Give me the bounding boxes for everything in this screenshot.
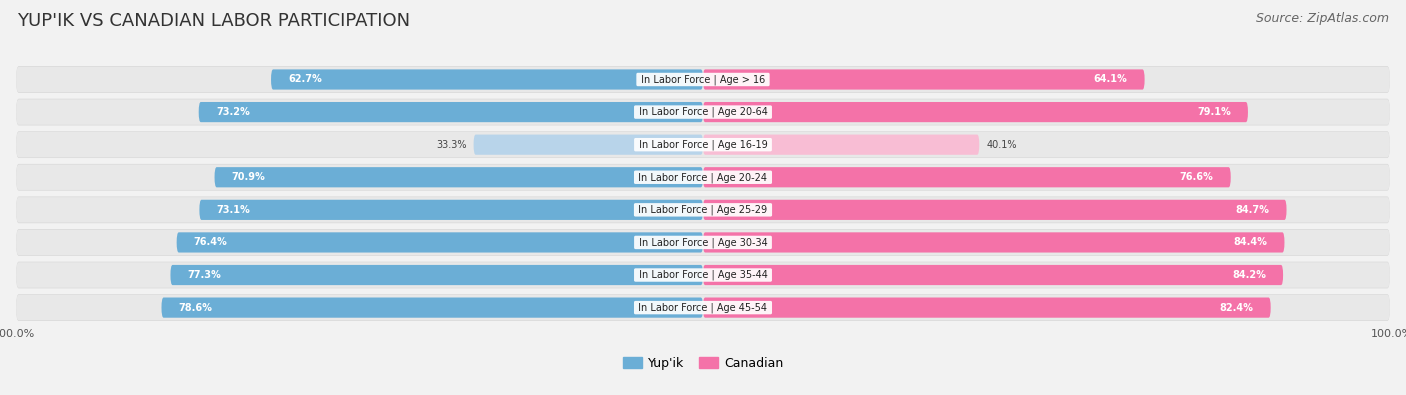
Text: 76.6%: 76.6% [1180, 172, 1213, 182]
FancyBboxPatch shape [198, 102, 703, 122]
Text: 78.6%: 78.6% [179, 303, 212, 312]
FancyBboxPatch shape [15, 294, 1391, 321]
FancyBboxPatch shape [271, 70, 703, 90]
FancyBboxPatch shape [162, 297, 703, 318]
FancyBboxPatch shape [703, 232, 1285, 252]
FancyBboxPatch shape [15, 197, 1391, 222]
FancyBboxPatch shape [15, 230, 1391, 255]
FancyBboxPatch shape [15, 196, 1391, 223]
FancyBboxPatch shape [177, 232, 703, 252]
Text: In Labor Force | Age 20-24: In Labor Force | Age 20-24 [636, 172, 770, 182]
FancyBboxPatch shape [703, 167, 1230, 187]
Text: 82.4%: 82.4% [1219, 303, 1254, 312]
FancyBboxPatch shape [15, 66, 1391, 93]
Text: 64.1%: 64.1% [1094, 75, 1128, 85]
Text: 84.7%: 84.7% [1236, 205, 1270, 215]
FancyBboxPatch shape [15, 262, 1391, 288]
FancyBboxPatch shape [15, 99, 1391, 126]
FancyBboxPatch shape [200, 200, 703, 220]
FancyBboxPatch shape [703, 200, 1286, 220]
FancyBboxPatch shape [15, 229, 1391, 256]
FancyBboxPatch shape [15, 131, 1391, 158]
FancyBboxPatch shape [15, 164, 1391, 191]
Text: Source: ZipAtlas.com: Source: ZipAtlas.com [1256, 12, 1389, 25]
Text: 79.1%: 79.1% [1197, 107, 1230, 117]
FancyBboxPatch shape [703, 70, 1144, 90]
Text: 84.2%: 84.2% [1232, 270, 1265, 280]
Text: 73.2%: 73.2% [217, 107, 250, 117]
FancyBboxPatch shape [15, 67, 1391, 92]
FancyBboxPatch shape [15, 100, 1391, 125]
Text: In Labor Force | Age 35-44: In Labor Force | Age 35-44 [636, 270, 770, 280]
FancyBboxPatch shape [15, 295, 1391, 320]
FancyBboxPatch shape [215, 167, 703, 187]
FancyBboxPatch shape [703, 265, 1284, 285]
Legend: Yup'ik, Canadian: Yup'ik, Canadian [617, 352, 789, 375]
Text: 77.3%: 77.3% [187, 270, 221, 280]
Text: YUP'IK VS CANADIAN LABOR PARTICIPATION: YUP'IK VS CANADIAN LABOR PARTICIPATION [17, 12, 411, 30]
Text: In Labor Force | Age 20-64: In Labor Force | Age 20-64 [636, 107, 770, 117]
Text: In Labor Force | Age 25-29: In Labor Force | Age 25-29 [636, 205, 770, 215]
Text: In Labor Force | Age 45-54: In Labor Force | Age 45-54 [636, 302, 770, 313]
Text: In Labor Force | Age 16-19: In Labor Force | Age 16-19 [636, 139, 770, 150]
Text: 62.7%: 62.7% [288, 75, 322, 85]
FancyBboxPatch shape [15, 165, 1391, 190]
FancyBboxPatch shape [703, 102, 1249, 122]
Text: 70.9%: 70.9% [232, 172, 266, 182]
FancyBboxPatch shape [703, 297, 1271, 318]
FancyBboxPatch shape [703, 135, 979, 155]
FancyBboxPatch shape [15, 261, 1391, 288]
Text: 40.1%: 40.1% [986, 140, 1017, 150]
Text: 33.3%: 33.3% [436, 140, 467, 150]
Text: In Labor Force | Age > 16: In Labor Force | Age > 16 [638, 74, 768, 85]
Text: 73.1%: 73.1% [217, 205, 250, 215]
Text: In Labor Force | Age 30-34: In Labor Force | Age 30-34 [636, 237, 770, 248]
FancyBboxPatch shape [15, 132, 1391, 157]
FancyBboxPatch shape [170, 265, 703, 285]
Text: 76.4%: 76.4% [194, 237, 228, 247]
Text: 84.4%: 84.4% [1233, 237, 1267, 247]
FancyBboxPatch shape [474, 135, 703, 155]
